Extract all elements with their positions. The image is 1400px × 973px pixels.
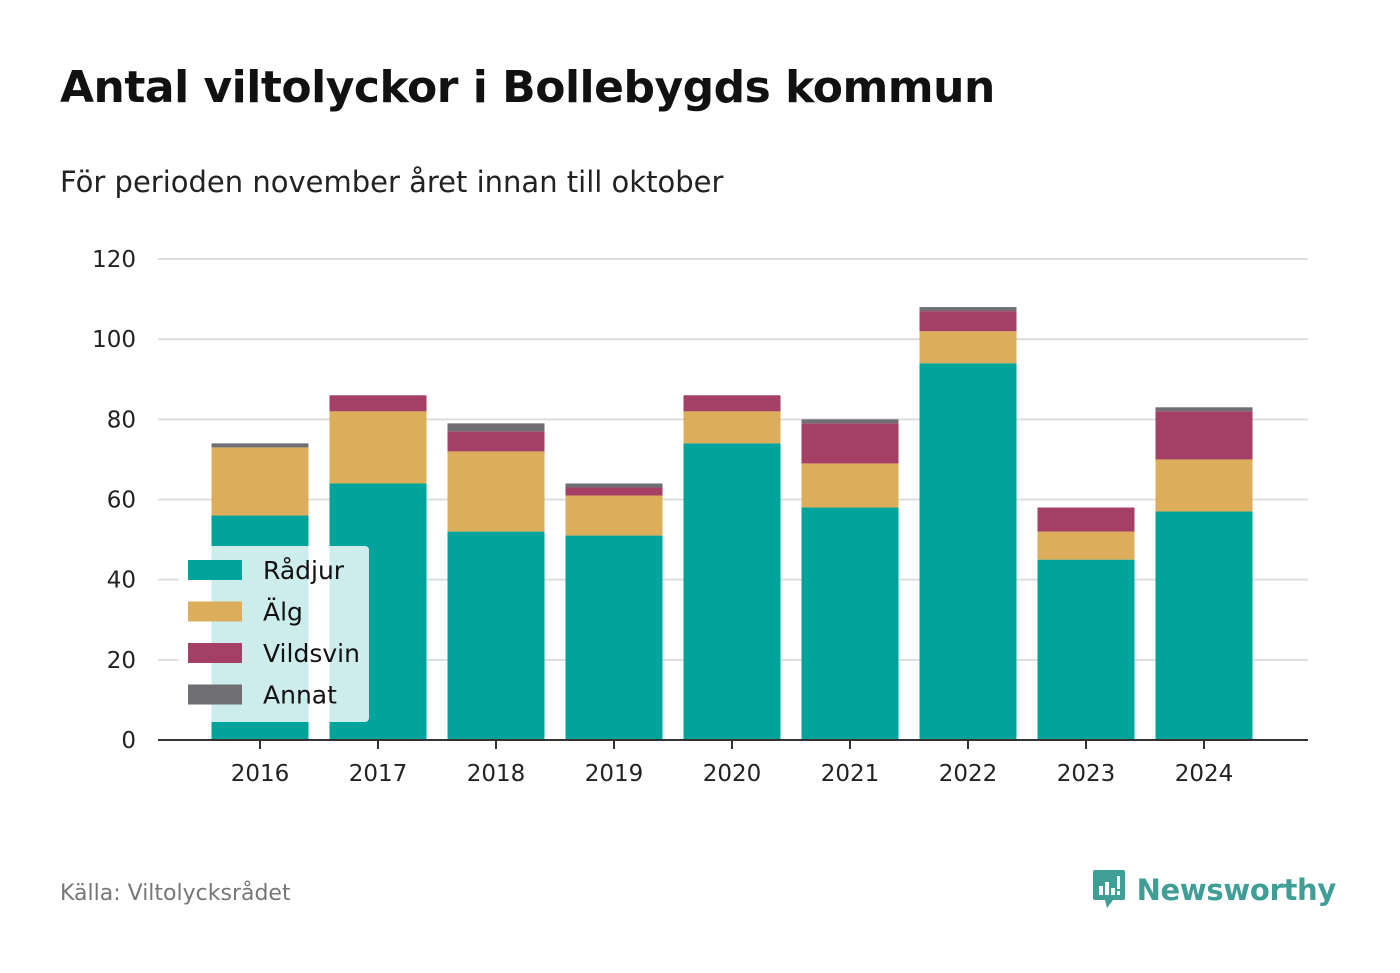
stacked-bar-chart: 0 20 40 60 80 100 120 2016 2017 2018 2019 2020 2021 2… [0,0,1400,973]
legend-swatch [188,602,242,622]
legend-label: Älg [263,598,303,627]
bar-segment [448,431,545,451]
y-tick-label: 120 [92,247,136,273]
x-tick-label: 2018 [467,761,526,787]
brand-name: Newsworthy [1137,873,1336,907]
x-tick-label: 2024 [1175,761,1234,787]
bar-segment [566,487,663,495]
x-tick-label: 2016 [231,761,290,787]
bar-segment [802,508,899,740]
bar-segment [920,331,1017,363]
legend-swatch [188,643,242,663]
bar-segment [448,532,545,740]
bar-segment [684,395,781,411]
bar-segment [1156,512,1253,740]
bar-segment [920,363,1017,740]
bar-segment [1156,407,1253,411]
y-tick-label: 40 [107,568,136,594]
legend-label: Rådjur [263,556,345,585]
y-tick-label: 0 [121,728,136,754]
bar-segment [802,419,899,423]
bar-segment [802,423,899,463]
brand-logo: Newsworthy [1091,868,1336,912]
source-note: Källa: Viltolycksrådet [60,881,291,906]
bar-segment [448,451,545,531]
bar-segment [1038,532,1135,560]
y-tick-label: 80 [107,407,136,433]
bar-segment [212,443,309,447]
bar-segment [1038,508,1135,532]
bar-segment [1156,411,1253,459]
bar-segment [330,411,427,483]
x-tick-label: 2022 [939,761,998,787]
bar-segment [920,311,1017,331]
x-tick-label: 2023 [1057,761,1116,787]
legend-swatch [188,560,242,580]
x-tick-label: 2019 [585,761,644,787]
newsworthy-logo-icon [1091,868,1127,912]
bar-segment [448,423,545,431]
bar-segment [802,463,899,507]
bar-segment [330,395,427,411]
bar-segment [1038,560,1135,740]
y-tick-label: 20 [107,648,136,674]
bar-segment [566,483,663,487]
bar-segment [566,536,663,740]
x-tick-label: 2017 [349,761,408,787]
y-tick-label: 100 [92,327,136,353]
bar-segment [920,307,1017,311]
legend-label: Annat [263,681,337,710]
legend-label: Vildsvin [263,639,360,668]
bar-segment [212,447,309,515]
legend-swatch [188,685,242,705]
x-tick-label: 2021 [821,761,880,787]
bar-segment [566,495,663,535]
bar-segment [684,443,781,740]
y-tick-label: 60 [107,488,136,514]
x-tick-label: 2020 [703,761,762,787]
bar-segment [684,411,781,443]
bar-segment [1156,459,1253,511]
